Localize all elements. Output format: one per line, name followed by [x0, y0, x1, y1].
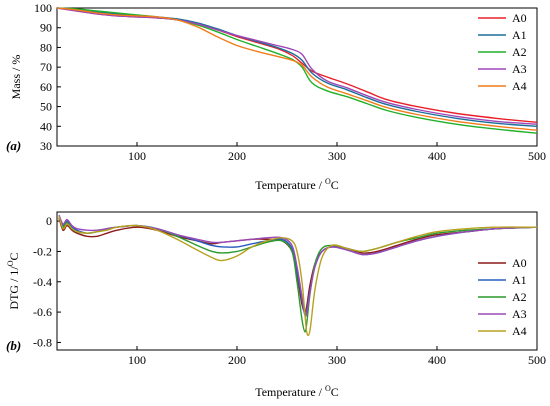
x-axis-label: Temperature / OC: [255, 177, 339, 192]
x-tick-label: 500: [528, 353, 546, 367]
series-lines: [56, 7, 538, 134]
panel-label: (a): [6, 138, 21, 153]
legend-label-a2: A2: [512, 290, 527, 304]
plot-frame: [56, 211, 538, 351]
legend: A0 A1 A2 A3 A4: [478, 11, 527, 93]
y-tick-label: 60: [40, 80, 52, 94]
y-tick-label: -0.6: [33, 305, 52, 319]
y-tick-label: 40: [40, 119, 52, 133]
y-tick-label: 50: [40, 100, 52, 114]
y-tick-label: -0.2: [33, 244, 52, 258]
series-line-a4: [56, 7, 538, 131]
x-axis-label: Temperature / OC: [255, 384, 339, 399]
y-tick-label: 90: [40, 21, 52, 35]
x-tick-label: 500: [528, 149, 546, 163]
x-tick-label: 200: [228, 149, 246, 163]
y-tick-label: 70: [40, 60, 52, 74]
legend-label-a1: A1: [512, 28, 527, 42]
legend-label-a2: A2: [512, 45, 527, 59]
y-tick-label: 0: [46, 214, 52, 228]
y-tick-label: 100: [34, 1, 52, 15]
legend-label-a4: A4: [512, 324, 527, 338]
x-tick-label: 100: [128, 149, 146, 163]
series-line-a0: [56, 7, 538, 123]
y-tick-label: -0.4: [33, 275, 52, 289]
series-line-a3: [56, 7, 538, 125]
series-line-a2: [56, 7, 538, 134]
legend-label-a0: A0: [512, 256, 527, 270]
x-tick-label: 200: [228, 353, 246, 367]
legend-label-a3: A3: [512, 62, 527, 76]
legend-label-a4: A4: [512, 79, 527, 93]
y-tick-label: -0.8: [33, 335, 52, 349]
series-line-a1: [56, 7, 538, 127]
series-lines: [58, 214, 538, 337]
series-line-a4: [58, 216, 538, 337]
legend-label-a1: A1: [512, 273, 527, 287]
x-tick-label: 300: [328, 353, 346, 367]
y-axis-label: Mass / %: [9, 55, 23, 100]
x-tick-label: 400: [428, 353, 446, 367]
x-tick-label: 300: [328, 149, 346, 163]
legend-label-a3: A3: [512, 307, 527, 321]
x-tick-label: 100: [128, 353, 146, 367]
legend-label-a0: A0: [512, 11, 527, 25]
panel-label: (b): [6, 338, 21, 353]
y-tick-label: 80: [40, 40, 52, 54]
y-axis-label: DTG / 1/OC: [6, 252, 21, 309]
y-tick-label: 30: [40, 139, 52, 153]
legend: A0 A1 A2 A3 A4: [478, 256, 527, 338]
plot-frame: [56, 7, 538, 147]
x-tick-label: 400: [428, 149, 446, 163]
